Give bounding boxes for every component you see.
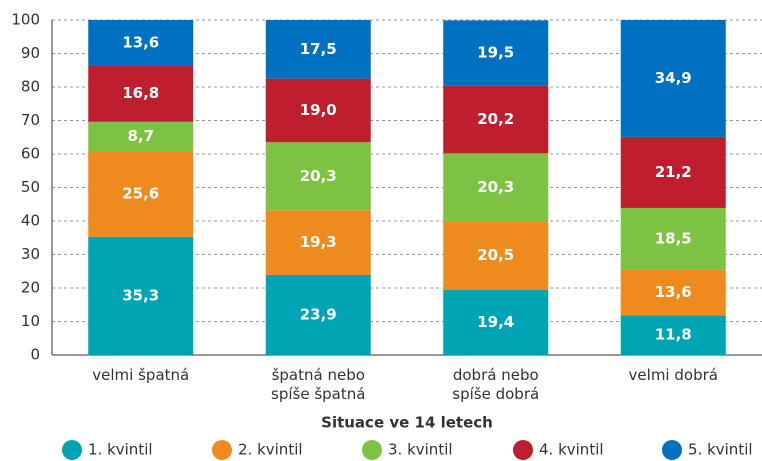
x-tick-label: velmi špatná <box>92 366 189 384</box>
bar-segment <box>620 207 726 270</box>
legend-swatch <box>362 440 382 460</box>
y-tick-label: 0 <box>30 346 40 364</box>
y-tick-label: 70 <box>21 111 40 129</box>
value-label: 20,3 <box>300 167 337 185</box>
legend-label: 3. kvintil <box>388 441 453 459</box>
x-axis-title: Situace ve 14 letech <box>321 414 493 432</box>
x-tick-label: špatná nebo spíše špatná <box>271 366 365 403</box>
value-label: 19,0 <box>300 101 337 119</box>
bar-segment <box>443 85 549 154</box>
y-tick-label: 30 <box>21 245 40 263</box>
bar-segment <box>88 236 194 355</box>
legend-swatch <box>513 440 533 460</box>
bar-segment <box>443 290 549 355</box>
value-label: 19,5 <box>477 43 514 61</box>
bar-segment <box>620 269 726 316</box>
value-label: 20,5 <box>477 246 514 264</box>
y-tick-label: 90 <box>21 44 40 62</box>
bar-segment <box>443 153 549 222</box>
bar-segment <box>88 20 194 66</box>
legend-label: 4. kvintil <box>539 441 604 459</box>
value-label: 35,3 <box>122 286 159 304</box>
bar-segment <box>88 121 194 151</box>
legend-label: 1. kvintil <box>88 441 153 459</box>
bar-segment <box>620 136 726 208</box>
value-label: 23,9 <box>300 305 337 323</box>
bar-segment <box>620 20 726 137</box>
value-label: 20,2 <box>477 110 514 128</box>
value-label: 8,7 <box>127 127 154 145</box>
y-tick-label: 40 <box>21 212 40 230</box>
bar-segment <box>265 210 371 275</box>
y-tick-label: 80 <box>21 78 40 96</box>
bar-segment <box>88 150 194 237</box>
legend-label: 2. kvintil <box>238 441 303 459</box>
bar-segment <box>265 78 371 143</box>
value-label: 18,5 <box>655 229 692 247</box>
y-tick-label: 100 <box>11 11 40 29</box>
value-label: 13,6 <box>122 33 159 51</box>
bar-segment <box>88 65 194 122</box>
x-tick-label: dobrá nebo spíše dobrá <box>452 366 539 403</box>
y-tick-label: 20 <box>21 279 40 297</box>
bar-segment <box>265 20 371 79</box>
value-label: 21,2 <box>655 163 692 181</box>
value-label: 19,4 <box>477 313 514 331</box>
bar-segment <box>620 315 726 355</box>
legend-label: 5. kvintil <box>688 441 753 459</box>
bar-segment <box>265 274 371 355</box>
value-label: 17,5 <box>300 40 337 58</box>
bar-segment <box>265 142 371 211</box>
bar-segment <box>443 221 549 291</box>
value-label: 13,6 <box>655 283 692 301</box>
legend-swatch <box>212 440 232 460</box>
y-tick-label: 10 <box>21 312 40 330</box>
value-label: 25,6 <box>122 184 159 202</box>
y-tick-label: 50 <box>21 178 40 196</box>
value-label: 34,9 <box>655 69 692 87</box>
legend-swatch <box>62 440 82 460</box>
x-tick-label: velmi dobrá <box>629 366 718 384</box>
value-label: 19,3 <box>300 233 337 251</box>
y-tick-label: 60 <box>21 145 40 163</box>
value-label: 11,8 <box>655 326 692 344</box>
bar-segment <box>443 20 549 86</box>
legend-swatch <box>662 440 682 460</box>
value-label: 20,3 <box>477 178 514 196</box>
value-label: 16,8 <box>122 84 159 102</box>
